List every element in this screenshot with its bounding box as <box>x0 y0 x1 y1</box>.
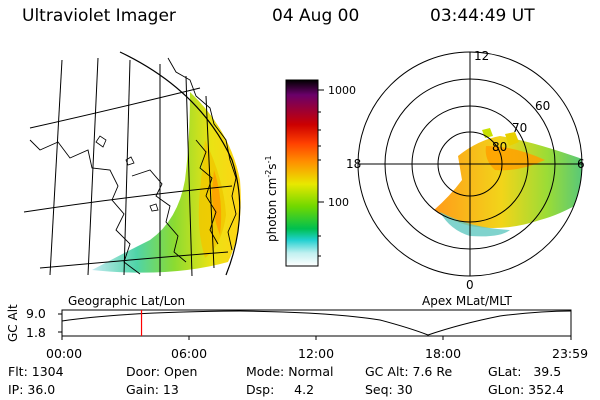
xtick-0600: 06:00 <box>171 346 208 361</box>
lat-label-80: 80 <box>492 140 507 154</box>
gc-alt-value: GC Alt: 7.6 Re <box>365 364 453 379</box>
mlt-label-12: 12 <box>474 49 489 63</box>
mlt-label-6: 6 <box>577 157 585 171</box>
lat-label-70: 70 <box>512 121 527 135</box>
xtick-2359: 23:59 <box>552 346 589 361</box>
xtick-0000: 00:00 <box>46 346 83 361</box>
lat-label-60: 60 <box>535 99 550 113</box>
mode-value: Mode: Normal <box>246 364 334 379</box>
mlt-label-18: 18 <box>346 157 361 171</box>
colorbar-tick-100: 100 <box>328 196 349 209</box>
polar-plot: 12 18 6 0 60 70 80 <box>346 49 585 292</box>
altitude-curve <box>61 310 572 336</box>
xtick-1800: 18:00 <box>425 346 462 361</box>
time-label: 03:44:49 UT <box>430 6 535 26</box>
colorbar-label: photon cm-2s-1 <box>264 155 279 242</box>
door-value: Door: Open <box>126 364 198 379</box>
flt-value: Flt: 1304 <box>8 364 64 379</box>
coastline <box>29 57 237 275</box>
aurora-oval-polar <box>434 136 582 228</box>
ip-value: IP: 36.0 <box>8 382 56 397</box>
apex-caption: Apex MLat/MLT <box>422 294 512 308</box>
colorbar-tick-1000: 1000 <box>328 84 356 97</box>
title: Ultraviolet Imager <box>22 6 176 26</box>
alt-tick-low: 1.8 <box>26 325 46 340</box>
xtick-1200: 12:00 <box>298 346 335 361</box>
glat-value: GLat: 39.5 <box>488 364 562 379</box>
gc-alt-axis-label: GC Alt <box>6 304 20 342</box>
glon-value: GLon: 352.4 <box>488 382 564 397</box>
seq-value: Seq: 30 <box>365 382 413 397</box>
mlt-label-0: 0 <box>466 278 474 292</box>
gain-value: Gain: 13 <box>126 382 179 397</box>
colorbar: 1000 100 photon cm-2s-1 <box>264 79 356 267</box>
earth-limb <box>119 51 241 276</box>
geographic-caption: Geographic Lat/Lon <box>68 294 186 308</box>
geographic-map <box>23 51 241 277</box>
dsp-value: Dsp: 4.2 <box>246 382 315 397</box>
date-label: 04 Aug 00 <box>272 6 360 26</box>
altitude-plot <box>58 309 572 340</box>
alt-tick-high: 9.0 <box>26 306 46 321</box>
